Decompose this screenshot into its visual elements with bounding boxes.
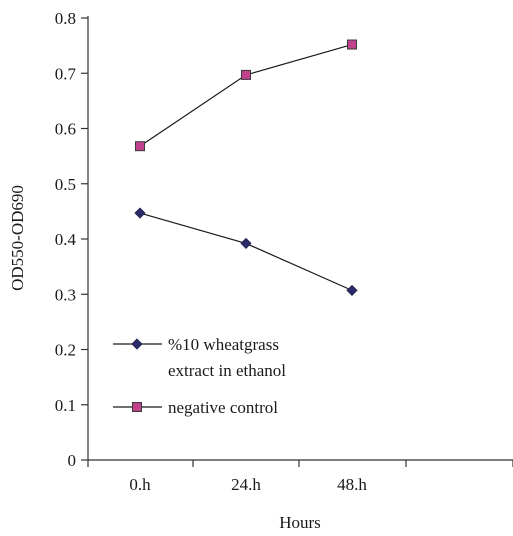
y-tick-label: 0.1 [55,396,76,415]
legend-label: negative control [168,398,278,417]
data-point [135,141,145,152]
y-tick-label: 0.6 [55,120,76,139]
y-tick-label: 0.2 [55,341,76,360]
y-ticks: 0 0.1 0.2 0.3 0.4 0.5 0.6 0.7 0.8 [55,9,88,470]
axes [87,16,513,461]
data-point [347,39,357,50]
data-point [346,284,358,296]
data-point [240,237,252,249]
x-tick-label: 48.h [337,475,367,494]
y-tick-label: 0.4 [55,230,77,249]
y-tick-label: 0 [68,451,77,470]
series-layer [134,39,358,296]
legend: %10 wheatgrass extract in ethanol negative… [113,335,286,417]
y-tick-label: 0.5 [55,175,76,194]
x-tick-label: 0.h [129,475,151,494]
series-line [139,43,353,147]
legend-marker [132,402,142,412]
y-tick-label: 0.7 [55,64,77,83]
data-point [241,69,251,80]
x-axis-title: Hours [279,513,321,532]
series-line [139,212,353,291]
y-axis-title: OD550-OD690 [8,185,27,291]
legend-label: %10 wheatgrass [168,335,279,354]
y-tick-label: 0.3 [55,285,76,304]
legend-marker [131,338,143,350]
y-tick-label: 0.8 [55,9,76,28]
legend-label: extract in ethanol [168,361,286,380]
x-ticks: 0.h 24.h 48.h [87,460,513,494]
x-tick-label: 24.h [231,475,261,494]
data-point [134,207,146,219]
